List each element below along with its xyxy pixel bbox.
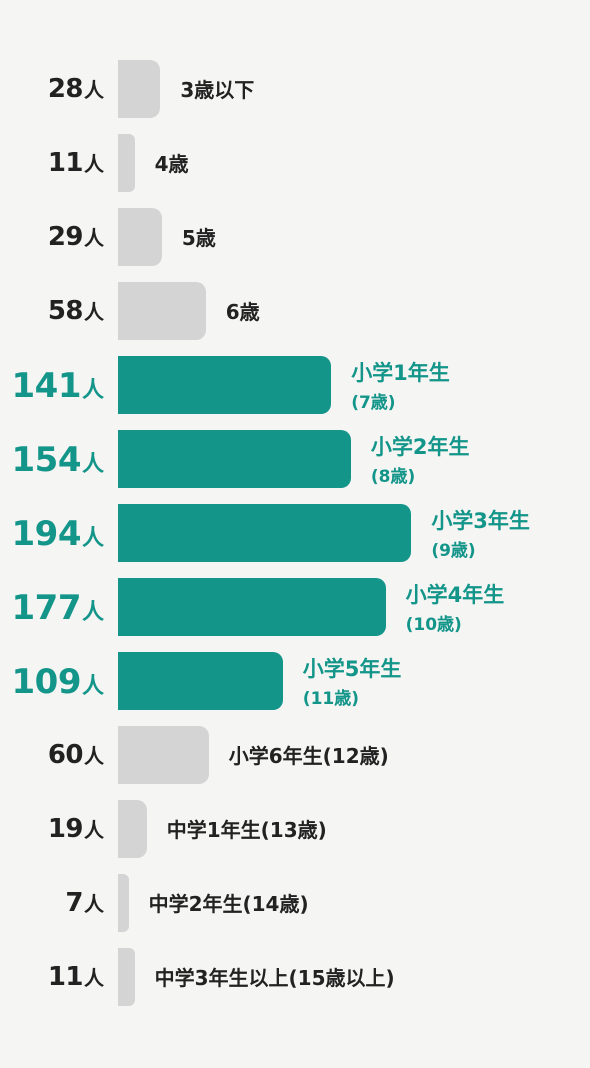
category-name: 4歳 xyxy=(154,152,189,176)
count-unit: 人 xyxy=(81,674,104,699)
category-name: 中学2年生(14歳) xyxy=(148,892,309,916)
count-label: 60 人 xyxy=(48,740,104,770)
category-label: 小学6年生(12歳) xyxy=(229,743,389,769)
count-unit: 人 xyxy=(81,452,104,477)
count-number: 194 xyxy=(11,514,82,554)
count-label: 141 人 xyxy=(12,366,105,406)
category-label: 中学1年生(13歳) xyxy=(167,817,327,843)
bar-row: 11 人 中学3年生以上(15歳以上) xyxy=(0,948,590,1006)
category-name: 小学1年生 xyxy=(351,361,450,385)
category-age: (10歳) xyxy=(405,615,462,635)
category-name: 小学5年生 xyxy=(302,657,402,681)
category-label: 中学2年生(14歳) xyxy=(149,891,309,917)
count-label: 58 人 xyxy=(48,296,104,326)
bar xyxy=(118,60,161,118)
bar xyxy=(118,208,162,266)
count-number: 177 xyxy=(11,588,82,628)
count-unit: 人 xyxy=(84,226,104,250)
count-number: 141 xyxy=(11,366,82,406)
category-label: 小学1年生 (7歳) xyxy=(351,360,450,416)
count-label: 154 人 xyxy=(12,440,105,480)
category-age: (8歳) xyxy=(370,467,416,487)
bar xyxy=(118,504,412,562)
bar xyxy=(118,652,283,710)
count-label: 28 人 xyxy=(48,74,104,104)
count-unit: 人 xyxy=(81,600,104,625)
count-unit: 人 xyxy=(84,818,104,842)
category-label: 小学2年生 (8歳) xyxy=(371,434,470,490)
bar xyxy=(118,948,135,1006)
count-unit: 人 xyxy=(84,966,104,990)
count-label: 194 人 xyxy=(12,514,105,554)
count-unit: 人 xyxy=(81,378,104,403)
count-label: 19 人 xyxy=(48,814,104,844)
bar xyxy=(118,356,332,414)
count-unit: 人 xyxy=(84,892,104,916)
count-label: 29 人 xyxy=(48,222,104,252)
count-number: 7 xyxy=(65,888,83,918)
bar-row: 11 人 4歳 xyxy=(0,134,590,192)
bar-row: 194 人 小学3年生 (9歳) xyxy=(0,504,590,562)
count-number: 109 xyxy=(11,662,82,702)
bar xyxy=(118,874,129,932)
category-age: (7歳) xyxy=(351,393,396,413)
category-label: 小学4年生 (10歳) xyxy=(406,582,505,638)
bar xyxy=(118,430,351,488)
category-name: 小学6年生(12歳) xyxy=(228,744,389,768)
category-name: 中学1年生(13歳) xyxy=(166,818,327,842)
count-label: 11 人 xyxy=(48,148,104,178)
category-age: (9歳) xyxy=(431,541,476,561)
bar xyxy=(118,800,147,858)
category-name: 小学4年生 xyxy=(405,583,505,607)
bar-row: 58 人 6歳 xyxy=(0,282,590,340)
count-label: 109 人 xyxy=(12,662,105,702)
category-name: 小学2年生 xyxy=(370,435,470,459)
category-label: 6歳 xyxy=(226,299,260,325)
bar-row: 60 人 小学6年生(12歳) xyxy=(0,726,590,784)
bar-row: 141 人 小学1年生 (7歳) xyxy=(0,356,590,414)
category-name: 3歳以下 xyxy=(180,78,255,102)
bar-row: 177 人 小学4年生 (10歳) xyxy=(0,578,590,636)
bar-row: 19 人 中学1年生(13歳) xyxy=(0,800,590,858)
count-unit: 人 xyxy=(84,152,104,176)
category-name: 5歳 xyxy=(181,226,216,250)
count-number: 11 xyxy=(47,148,84,178)
category-label: 5歳 xyxy=(182,225,216,251)
bar-row: 7 人 中学2年生(14歳) xyxy=(0,874,590,932)
bar xyxy=(118,282,206,340)
count-number: 29 xyxy=(47,222,84,252)
category-name: 小学3年生 xyxy=(431,509,530,533)
bar-row: 28 人 3歳以下 xyxy=(0,60,590,118)
category-label: 3歳以下 xyxy=(180,77,254,103)
count-unit: 人 xyxy=(84,744,104,768)
category-age: (11歳) xyxy=(302,689,359,709)
count-number: 154 xyxy=(11,440,82,480)
bar-row: 29 人 5歳 xyxy=(0,208,590,266)
bar xyxy=(118,578,386,636)
category-name: 中学3年生以上(15歳以上) xyxy=(154,966,395,990)
bar xyxy=(118,726,209,784)
count-label: 11 人 xyxy=(48,962,104,992)
bar-row: 109 人 小学5年生 (11歳) xyxy=(0,652,590,710)
bar-row: 154 人 小学2年生 (8歳) xyxy=(0,430,590,488)
category-name: 6歳 xyxy=(225,300,260,324)
category-label: 小学5年生 (11歳) xyxy=(303,656,402,712)
count-number: 11 xyxy=(47,962,84,992)
count-number: 58 xyxy=(47,296,84,326)
count-unit: 人 xyxy=(84,78,104,102)
count-number: 19 xyxy=(47,814,84,844)
bar xyxy=(118,134,135,192)
category-label: 4歳 xyxy=(155,151,189,177)
count-number: 60 xyxy=(47,740,84,770)
count-number: 28 xyxy=(47,74,84,104)
count-label: 177 人 xyxy=(12,588,105,628)
count-unit: 人 xyxy=(81,526,104,551)
count-unit: 人 xyxy=(84,300,104,324)
category-label: 小学3年生 (9歳) xyxy=(431,508,530,564)
category-label: 中学3年生以上(15歳以上) xyxy=(155,965,395,991)
